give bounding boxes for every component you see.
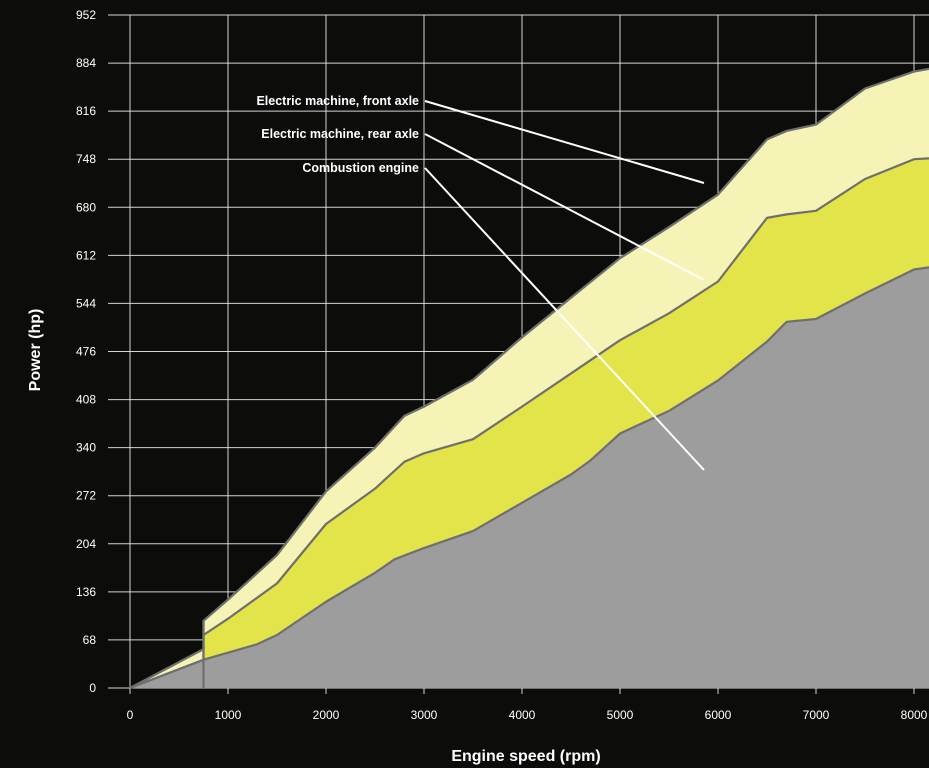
y-tick-label: 544: [76, 296, 96, 310]
y-tick-label: 0: [89, 681, 96, 695]
series-line: [129, 67, 929, 689]
y-axis-label: Power (hp): [27, 309, 44, 392]
tick-labels: 0100020003000400050006000700080009000068…: [76, 8, 928, 722]
legend: Electric machine, front axle Electric mac…: [256, 94, 705, 471]
legend-label: Electric machine, front axle: [256, 94, 419, 108]
x-tick-label: 2000: [313, 708, 340, 722]
x-tick-label: 8000: [901, 708, 928, 722]
y-tick-label: 476: [76, 345, 96, 359]
x-tick-label: 6000: [705, 708, 732, 722]
y-tick-label: 340: [76, 441, 96, 455]
y-tick-label: 68: [83, 633, 97, 647]
y-tick-label: 272: [76, 489, 96, 503]
x-tick-label: 7000: [803, 708, 830, 722]
x-axis-label: Engine speed (rpm): [451, 748, 600, 765]
x-tick-label: 3000: [411, 708, 438, 722]
y-tick-label: 952: [76, 8, 96, 22]
x-tick-label: 5000: [607, 708, 634, 722]
y-tick-label: 748: [76, 152, 96, 166]
y-tick-label: 680: [76, 200, 96, 214]
x-tick-label: 4000: [509, 708, 536, 722]
y-tick-label: 816: [76, 104, 96, 118]
legend-pointer: [424, 100, 705, 184]
y-tick-label: 612: [76, 248, 96, 262]
legend-pointer: [424, 133, 705, 281]
x-tick-label: 0: [127, 708, 134, 722]
legend-label: Electric machine, rear axle: [261, 127, 419, 141]
series-line: [129, 157, 929, 690]
legend-label: Combustion engine: [302, 161, 419, 175]
y-tick-label: 408: [76, 393, 96, 407]
y-tick-label: 884: [76, 56, 96, 70]
stacked-areas: [130, 68, 929, 688]
x-tick-label: 1000: [215, 708, 242, 722]
y-tick-label: 136: [76, 585, 96, 599]
series-line: [129, 266, 929, 690]
series-outlines: [129, 67, 929, 690]
y-tick-label: 204: [76, 537, 96, 551]
legend-pointer: [424, 167, 705, 471]
